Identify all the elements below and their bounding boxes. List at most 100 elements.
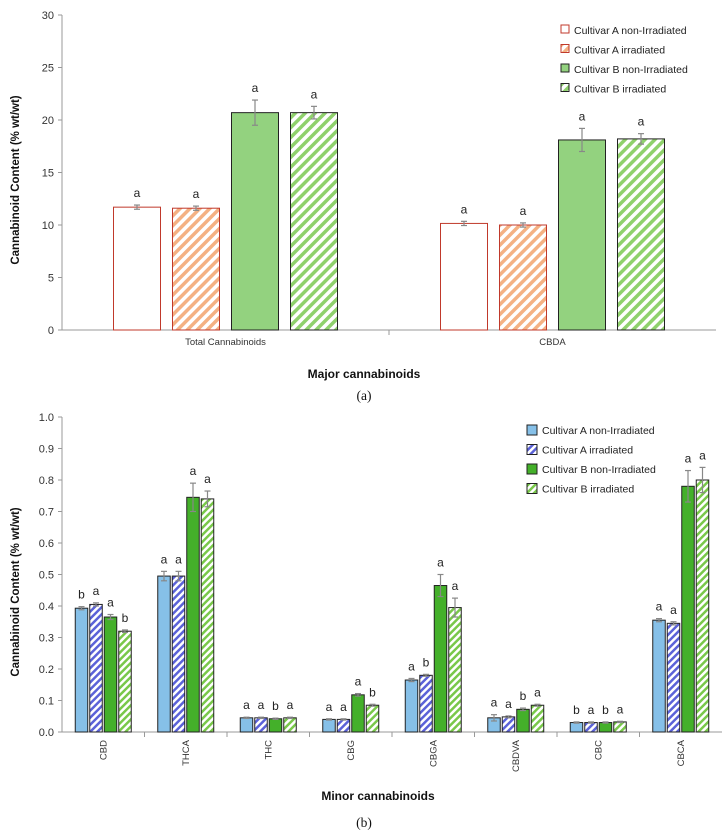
significance-letter: a <box>437 556 444 570</box>
category-label: CBGA <box>428 739 439 767</box>
bar <box>239 717 254 733</box>
y-tick-label: 0.3 <box>39 633 54 645</box>
legend-swatch <box>560 24 570 34</box>
y-tick-label: 5 <box>48 273 54 285</box>
y-tick-label: 1.0 <box>39 412 54 424</box>
legend-label: Cultivar B non-Irradiated <box>574 64 688 76</box>
significance-letter: a <box>252 81 259 95</box>
panel-a-axes: 0 5 10 15 20 25 30 Total Cannabinoids CBDA <box>42 10 716 348</box>
significance-letter: a <box>311 87 318 101</box>
significance-letter: a <box>204 472 211 486</box>
bar <box>336 718 351 733</box>
significance-letter: a <box>505 697 512 711</box>
category-label: CBC <box>593 740 604 760</box>
bar <box>433 585 448 733</box>
significance-letter: a <box>534 685 541 699</box>
bar <box>89 603 103 733</box>
y-tick-label: 0.1 <box>39 696 54 708</box>
significance-letter: b <box>122 611 129 625</box>
significance-letter: b <box>369 685 376 699</box>
category-label: Total Cannabinoids <box>185 337 266 348</box>
significance-letter: a <box>452 579 459 593</box>
category-label: THC <box>263 740 274 760</box>
legend-label: Cultivar A non-Irradiated <box>574 25 687 37</box>
significance-letter: a <box>340 700 347 714</box>
bar <box>440 222 488 331</box>
y-tick-label: 0 <box>48 325 54 337</box>
bar <box>558 139 606 331</box>
bar <box>530 704 545 733</box>
legend-label: Cultivar B non-Irradiated <box>542 464 656 476</box>
panel-a-caption: (a) <box>357 388 372 403</box>
significance-letter: a <box>588 703 595 717</box>
category-label: CBDVA <box>511 739 522 772</box>
significance-letter: a <box>326 700 333 714</box>
bar <box>598 722 613 733</box>
panel-b-caption: (b) <box>356 815 372 830</box>
legend-swatch <box>560 63 570 73</box>
significance-letter: a <box>461 202 468 216</box>
legend-label: Cultivar A irradiated <box>574 45 665 57</box>
bar <box>172 207 220 331</box>
y-tick-label: 0.2 <box>39 664 54 676</box>
significance-letter: a <box>579 109 586 123</box>
y-tick-label: 30 <box>42 10 54 22</box>
y-tick-label: 0.9 <box>39 444 54 456</box>
panel-a-major-cannabinoids: Cannabinoid Content (% wt/wt) Major cann… <box>10 10 716 403</box>
bar <box>254 717 268 733</box>
bar <box>290 112 338 331</box>
bar <box>74 607 89 733</box>
bar <box>231 112 279 331</box>
panel-a-y-axis-label: Cannabinoid Content (% wt/wt) <box>10 95 22 264</box>
panel-a-legend: Cultivar A non-Irradiated Cultivar A irra… <box>560 24 688 96</box>
significance-letter: a <box>520 204 527 218</box>
y-tick-label: 20 <box>42 115 54 127</box>
legend-swatch <box>560 44 570 53</box>
significance-letter: b <box>272 699 279 713</box>
legend-label: Cultivar B irradiated <box>574 84 666 96</box>
significance-letter: a <box>243 698 250 712</box>
category-label: CBG <box>346 740 357 761</box>
significance-letter: b <box>573 703 580 717</box>
bar <box>268 718 283 733</box>
significance-letter: a <box>685 452 692 466</box>
legend-swatch <box>526 483 538 494</box>
y-tick-label: 10 <box>42 220 54 232</box>
legend-swatch <box>560 83 570 92</box>
bar <box>157 575 171 733</box>
y-tick-label: 0.8 <box>39 475 54 487</box>
bar <box>617 138 665 331</box>
significance-letter: b <box>520 689 527 703</box>
bar <box>322 718 336 733</box>
bar <box>200 498 215 733</box>
bar <box>666 622 681 733</box>
category-label: CBCA <box>676 739 687 766</box>
y-tick-label: 0.4 <box>39 601 54 613</box>
bar <box>681 485 695 733</box>
category-label: THCA <box>181 739 192 766</box>
bar <box>499 224 547 331</box>
bar <box>613 721 627 733</box>
significance-letter: a <box>134 186 141 200</box>
significance-letter: a <box>287 698 294 712</box>
bar <box>404 679 419 733</box>
significance-letter: a <box>258 698 265 712</box>
bar <box>113 206 161 331</box>
bar <box>365 704 380 733</box>
bar <box>351 694 365 733</box>
y-tick-label: 0.0 <box>39 727 54 739</box>
panel-b-legend: Cultivar A non-Irradiated Cultivar A irra… <box>526 424 656 496</box>
significance-letter: a <box>193 187 200 201</box>
significance-letter: a <box>190 464 197 478</box>
category-label: CBDA <box>539 337 566 348</box>
y-tick-label: 0.6 <box>39 538 54 550</box>
significance-letter: a <box>355 675 362 689</box>
legend-label: Cultivar A irradiated <box>542 445 633 457</box>
significance-letter: a <box>491 696 498 710</box>
bar <box>118 630 132 733</box>
y-tick-label: 25 <box>42 63 54 75</box>
y-tick-label: 15 <box>42 168 54 180</box>
category-label: CBD <box>98 740 109 760</box>
significance-letter: a <box>93 584 100 598</box>
